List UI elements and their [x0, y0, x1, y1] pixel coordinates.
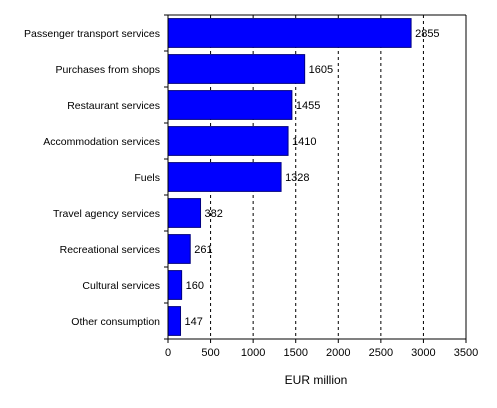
- data-label-8: 147: [185, 316, 203, 328]
- x-tick-label-1500: 1500: [283, 347, 307, 359]
- category-label-3: Accommodation services: [43, 136, 160, 148]
- bar-2: [167, 90, 293, 120]
- x-tick-label-2000: 2000: [326, 347, 350, 359]
- x-tick-label-2500: 2500: [369, 347, 393, 359]
- bar-4: [167, 162, 282, 192]
- bar-0: [167, 18, 412, 48]
- bar-1: [167, 54, 306, 84]
- data-label-2: 1455: [296, 100, 320, 112]
- x-tick-label-1000: 1000: [241, 347, 265, 359]
- category-label-2: Restaurant services: [67, 100, 160, 112]
- bar-8: [167, 306, 182, 336]
- x-tick-label-3000: 3000: [411, 347, 435, 359]
- x-tick-label-0: 0: [165, 347, 171, 359]
- data-label-0: 2855: [415, 28, 439, 40]
- x-axis-title: EUR million: [285, 373, 348, 387]
- data-label-6: 261: [194, 244, 212, 256]
- axes: [164, 14, 467, 343]
- category-label-6: Recreational services: [60, 244, 160, 256]
- data-label-3: 1410: [292, 136, 316, 148]
- bar-7: [167, 270, 183, 300]
- category-label-5: Travel agency services: [53, 208, 160, 220]
- x-tick-label-3500: 3500: [454, 347, 478, 359]
- bars: [167, 18, 412, 336]
- data-label-5: 382: [205, 208, 223, 220]
- bar-3: [167, 126, 289, 156]
- data-label-1: 1605: [309, 64, 333, 76]
- category-label-8: Other consumption: [71, 316, 160, 328]
- category-label-4: Fuels: [134, 172, 160, 184]
- labels: 0 500 1000 1500 2000 2500 3000 3500 Passenger tr…: [24, 28, 478, 359]
- data-label-7: 160: [186, 280, 204, 292]
- data-label-4: 1328: [285, 172, 309, 184]
- category-label-1: Purchases from shops: [56, 64, 160, 76]
- bar-6: [167, 234, 191, 264]
- category-label-0: Passenger transport services: [24, 28, 160, 40]
- x-tick-label-500: 500: [201, 347, 219, 359]
- category-label-7: Cultural services: [82, 280, 160, 292]
- bar-5: [167, 198, 202, 228]
